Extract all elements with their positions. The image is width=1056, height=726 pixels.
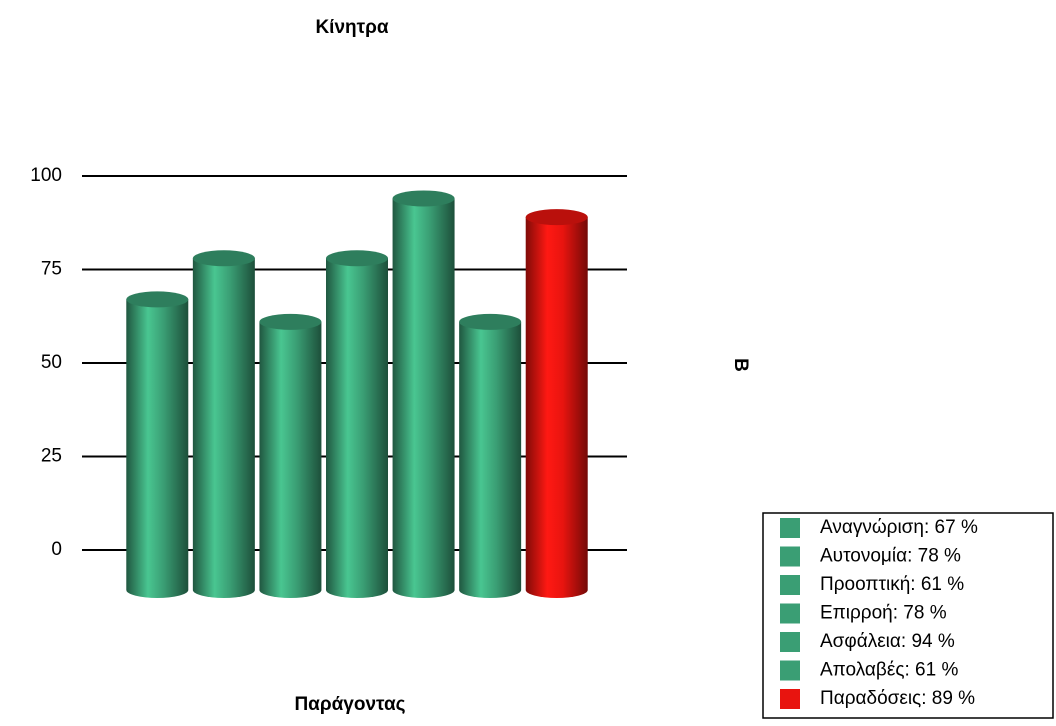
bar xyxy=(392,198,455,598)
bar-cap xyxy=(525,209,588,226)
legend-swatch xyxy=(780,660,800,681)
bar-group xyxy=(326,250,388,598)
legend-label: Επιρροή: 78 % xyxy=(820,603,947,624)
legend-swatch xyxy=(780,632,800,652)
bar xyxy=(192,258,255,598)
legend-label: Παραδόσεις: 89 % xyxy=(820,688,975,709)
bar-cap xyxy=(126,291,189,308)
bar-cap xyxy=(259,313,322,330)
legend-swatch xyxy=(780,546,800,567)
legend-swatch xyxy=(780,518,800,538)
y-tick-label: 100 xyxy=(30,165,62,186)
y-tick-label: 0 xyxy=(51,539,62,560)
bar-group xyxy=(126,291,189,598)
bar-cap xyxy=(192,250,255,267)
bar-group xyxy=(192,250,255,598)
y-tick-label: 25 xyxy=(41,446,62,467)
legend-label: Αναγνώριση: 67 % xyxy=(820,517,978,538)
legend-swatch xyxy=(780,603,800,624)
bar-cap xyxy=(392,190,455,207)
legend-swatch xyxy=(780,575,800,595)
bar xyxy=(126,299,189,598)
legend-label: Ασφάλεια: 94 % xyxy=(820,631,955,652)
bar xyxy=(259,321,322,598)
bar-group xyxy=(459,313,522,598)
legend-label: Προοπτική: 61 % xyxy=(820,574,964,595)
bar xyxy=(326,258,388,598)
legend-label: Απολαβές: 61 % xyxy=(820,660,958,681)
bar-group xyxy=(259,313,322,598)
bar xyxy=(459,321,522,598)
y-tick-label: 50 xyxy=(41,352,62,373)
bar xyxy=(525,217,588,598)
legend-label: Αυτονομία: 78 % xyxy=(820,546,961,567)
y-axis-label: Β xyxy=(730,358,751,372)
bar-cap xyxy=(326,250,388,267)
y-tick-label: 75 xyxy=(41,259,62,280)
bar-group xyxy=(392,190,455,598)
bar-cap xyxy=(459,313,522,330)
bar-group xyxy=(525,209,588,598)
chart-title: Κίνητρα xyxy=(315,17,388,38)
x-axis-label: Παράγοντας xyxy=(294,694,405,715)
legend-box xyxy=(762,512,1054,719)
legend-swatch xyxy=(780,689,800,709)
